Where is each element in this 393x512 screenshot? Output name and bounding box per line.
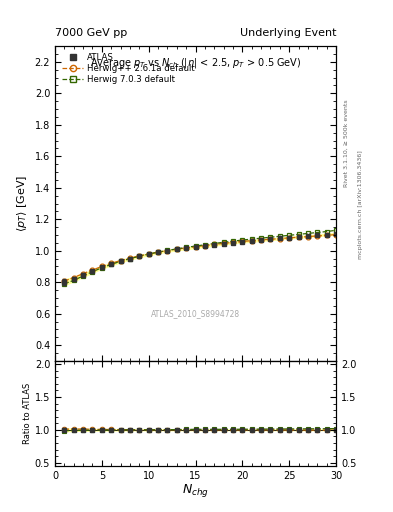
Text: 7000 GeV pp: 7000 GeV pp xyxy=(55,28,127,38)
Text: Rivet 3.1.10, ≥ 500k events: Rivet 3.1.10, ≥ 500k events xyxy=(344,99,349,187)
Text: Average $p_T$ vs $N_{ch}$ ($|\eta|$ < 2.5, $p_T$ > 0.5 GeV): Average $p_T$ vs $N_{ch}$ ($|\eta|$ < 2.… xyxy=(90,55,301,70)
Text: Underlying Event: Underlying Event xyxy=(239,28,336,38)
Text: mcplots.cern.ch [arXiv:1306.3436]: mcplots.cern.ch [arXiv:1306.3436] xyxy=(358,151,363,259)
Legend: ATLAS, Herwig++ 2.6.1a default, Herwig 7.0.3 default: ATLAS, Herwig++ 2.6.1a default, Herwig 7… xyxy=(59,50,197,87)
Y-axis label: Ratio to ATLAS: Ratio to ATLAS xyxy=(23,383,32,444)
Text: ATLAS_2010_S8994728: ATLAS_2010_S8994728 xyxy=(151,309,240,318)
X-axis label: $N_{chg}$: $N_{chg}$ xyxy=(182,482,209,499)
Y-axis label: $\langle p_T \rangle$ [GeV]: $\langle p_T \rangle$ [GeV] xyxy=(15,175,29,232)
